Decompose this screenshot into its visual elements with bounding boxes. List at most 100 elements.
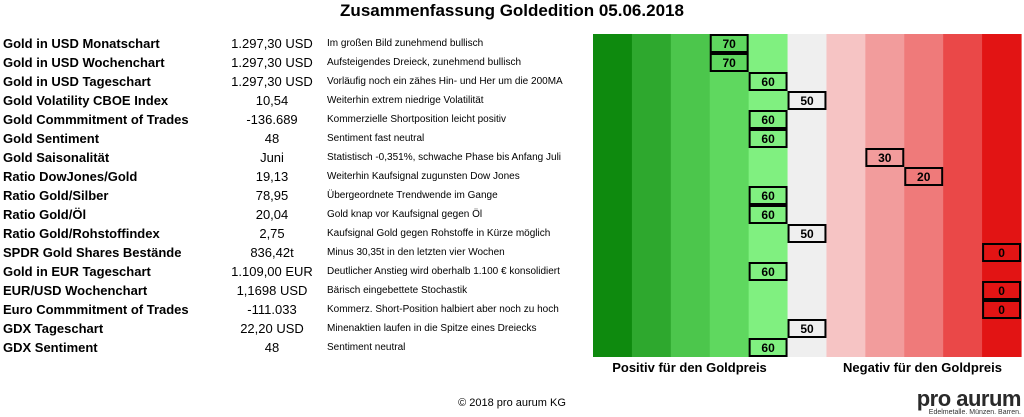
indicator-label: Gold in USD Monatschart <box>3 36 160 51</box>
indicator-label: Gold Volatility CBOE Index <box>3 93 169 108</box>
score-marker: 20 <box>904 167 944 186</box>
scale-band-100 <box>593 34 633 357</box>
indicator-comment: Sentiment fast neutral <box>327 133 425 144</box>
positive-label: Positiv für den Goldpreis <box>612 360 767 375</box>
indicator-comment: Statistisch -0,351%, schwache Phase bis … <box>327 152 562 163</box>
scale-band-20 <box>904 34 944 357</box>
indicator-comment: Kommerz. Short-Position halbiert aber no… <box>327 304 559 315</box>
score-value: 50 <box>800 94 814 108</box>
score-marker: 70 <box>709 53 749 72</box>
scale-band-0 <box>982 34 1022 357</box>
indicator-comment: Minenaktien laufen in die Spitze eines D… <box>327 323 537 334</box>
indicator-comment: Kaufsignal Gold gegen Rohstoffe in Kürze… <box>327 228 551 239</box>
indicator-label: Euro Commmitment of Trades <box>3 302 189 317</box>
score-value: 60 <box>761 341 775 355</box>
score-box <box>709 53 749 72</box>
score-box <box>748 110 788 129</box>
score-marker: 0 <box>982 281 1021 300</box>
score-box <box>904 167 944 186</box>
score-box <box>982 281 1021 300</box>
indicator-label: Ratio Gold/Silber <box>3 188 109 203</box>
indicator-comment: Deutlicher Anstieg wird oberhalb 1.100 €… <box>327 266 560 277</box>
score-value: 30 <box>878 151 892 165</box>
score-value: 60 <box>761 265 775 279</box>
score-box <box>748 262 788 281</box>
indicator-comment: Vorläufig noch ein zähes Hin- und Her um… <box>327 76 563 87</box>
indicator-value: 1.297,30 USD <box>231 36 313 51</box>
indicator-comment: Weiterhin extrem niedrige Volatilität <box>327 95 484 106</box>
scale-band-10 <box>943 34 983 357</box>
score-value: 20 <box>917 170 931 184</box>
score-value: 60 <box>761 113 775 127</box>
score-marker: 50 <box>787 319 827 338</box>
indicator-value: 48 <box>264 131 280 146</box>
scale-band-50 <box>787 34 828 357</box>
indicator-comment: Aufsteigendes Dreieck, zunehmend bullisc… <box>327 57 521 68</box>
indicator-value: 78,95 <box>255 188 289 203</box>
indicator-value: -136.689 <box>246 112 298 127</box>
indicator-value: 2,75 <box>259 226 285 241</box>
chart-title: Zusammenfassung Goldedition 05.06.2018 <box>340 1 684 20</box>
score-value: 60 <box>761 75 775 89</box>
score-marker: 60 <box>748 338 788 357</box>
score-value: 60 <box>761 132 775 146</box>
indicator-label: SPDR Gold Shares Bestände <box>3 245 182 260</box>
score-marker: 60 <box>748 262 788 281</box>
score-value: 70 <box>723 37 737 51</box>
indicator-label: Gold Saisonalität <box>3 150 110 165</box>
indicator-value: 20,04 <box>255 207 289 222</box>
indicator-label: Gold in USD Wochenchart <box>3 55 165 70</box>
indicator-value: 836,42t <box>250 245 294 260</box>
indicator-label: Gold in EUR Tageschart <box>3 264 151 279</box>
scale-band-90 <box>631 34 672 357</box>
score-marker: 60 <box>748 110 788 129</box>
indicator-label: Ratio Gold/Rohstoffindex <box>3 226 160 241</box>
score-box <box>748 205 788 224</box>
indicator-value: 1.297,30 USD <box>231 74 313 89</box>
score-marker: 60 <box>748 186 788 205</box>
pro-aurum-logo: pro aurum Edelmetalle. Münzen. Barren. <box>905 386 1022 417</box>
indicator-label: GDX Sentiment <box>3 340 98 355</box>
indicator-comment: Kommerzielle Shortposition leicht positi… <box>327 114 506 125</box>
score-value: 70 <box>723 56 737 70</box>
score-marker: 50 <box>787 224 827 243</box>
score-box <box>787 224 827 243</box>
scale-band-60 <box>748 34 789 357</box>
indicator-value: Juni <box>260 150 284 165</box>
indicator-label: Gold Sentiment <box>3 131 100 146</box>
indicator-label: EUR/USD Wochenchart <box>3 283 148 298</box>
score-value: 50 <box>800 227 814 241</box>
indicator-value: 22,20 USD <box>240 321 304 336</box>
indicator-value: 1.297,30 USD <box>231 55 313 70</box>
indicator-label: Gold Commmitment of Trades <box>3 112 189 127</box>
score-box <box>982 300 1021 319</box>
negative-label: Negativ für den Goldpreis <box>843 360 1002 375</box>
indicator-label: Ratio DowJones/Gold <box>3 169 138 184</box>
indicator-value: 19,13 <box>255 169 289 184</box>
score-box <box>787 319 827 338</box>
indicator-value: 10,54 <box>255 93 289 108</box>
score-marker: 60 <box>748 129 788 148</box>
score-box <box>865 148 905 167</box>
indicator-comment: Sentiment neutral <box>327 342 406 353</box>
score-value: 0 <box>998 246 1005 260</box>
score-marker: 50 <box>787 91 827 110</box>
logo-name: pro aurum <box>916 386 1022 411</box>
indicator-comment: Gold knap vor Kaufsignal gegen Öl <box>327 209 483 220</box>
logo-tagline: Edelmetalle. Münzen. Barren. <box>928 409 1021 416</box>
indicator-value: -111.033 <box>247 302 297 317</box>
score-box <box>787 91 827 110</box>
score-box <box>748 338 788 357</box>
indicator-comment: Im großen Bild zunehmend bullisch <box>327 38 484 49</box>
indicator-label: GDX Tageschart <box>3 321 104 336</box>
score-marker: 60 <box>748 72 788 91</box>
scale-band-80 <box>670 34 711 357</box>
score-marker: 0 <box>982 300 1021 319</box>
indicator-label: Ratio Gold/Öl <box>3 207 87 222</box>
score-box <box>748 129 788 148</box>
score-value: 0 <box>998 303 1005 317</box>
score-marker: 30 <box>865 148 905 167</box>
score-value: 60 <box>761 208 775 222</box>
score-box <box>982 243 1021 262</box>
